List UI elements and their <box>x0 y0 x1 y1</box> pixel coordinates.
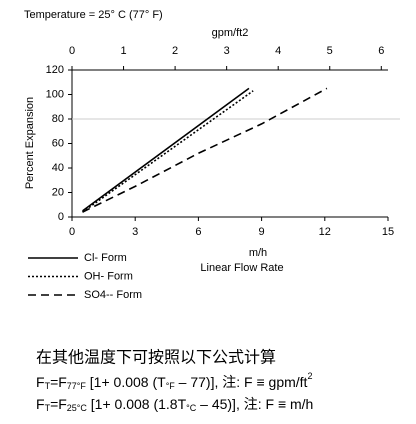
y-tick-label: 40 <box>52 162 64 174</box>
legend-label: OH- Form <box>84 270 133 282</box>
formula-part: °F <box>166 381 176 391</box>
x-tick-label: 6 <box>195 226 201 238</box>
formula-part: F <box>36 374 45 390</box>
formula-part: – 45)], 注: F ≡ m/h <box>196 396 313 412</box>
x2-axis-label: gpm/ft2 <box>212 27 249 39</box>
formula-part: [1+ 0.008 (1.8T <box>87 396 187 412</box>
formula-part: °C <box>186 403 197 413</box>
x2-tick-label: 4 <box>275 45 281 57</box>
x2-tick-label: 5 <box>327 45 333 57</box>
formula-part: =F <box>50 374 67 390</box>
formula-part: =F <box>50 396 67 412</box>
formula-part: F <box>36 396 45 412</box>
x-axis-sublabel: Linear Flow Rate <box>200 262 283 274</box>
y-tick-label: 80 <box>52 113 64 125</box>
x2-tick-label: 6 <box>378 45 384 57</box>
formula: FT=F25°C [1+ 0.008 (1.8T°C – 45)], 注: F … <box>36 396 313 414</box>
x-tick-label: 9 <box>259 226 265 238</box>
note-heading: 在其他温度下可按照以下公式计算 <box>36 348 276 367</box>
chart-title: Temperature = 25° C (77° F) <box>24 9 163 21</box>
y-tick-label: 120 <box>46 64 64 76</box>
y-tick-label: 100 <box>46 88 64 100</box>
y-tick-label: 0 <box>58 211 64 223</box>
x-tick-label: 3 <box>132 226 138 238</box>
x2-tick-label: 0 <box>69 45 75 57</box>
x2-tick-label: 2 <box>172 45 178 57</box>
formula-part: [1+ 0.008 (T <box>86 374 166 390</box>
series-line <box>82 87 250 212</box>
series-line <box>82 87 328 213</box>
y-axis-label: Percent Expansion <box>24 97 36 189</box>
series-line <box>82 90 254 213</box>
x2-tick-label: 3 <box>224 45 230 57</box>
legend-label: SO4-- Form <box>84 289 142 301</box>
x-tick-label: 12 <box>319 226 331 238</box>
formula-part: 25°C <box>67 403 88 413</box>
formula-part: T <box>45 403 51 413</box>
y-tick-label: 20 <box>52 186 64 198</box>
formula: FT=F77°F [1+ 0.008 (T°F – 77)], 注: F ≡ g… <box>36 371 312 391</box>
x-tick-label: 15 <box>382 226 394 238</box>
formula-part: – 77)], 注: F ≡ gpm/ft <box>175 374 308 390</box>
legend-label: Cl- Form <box>84 252 127 264</box>
x-tick-label: 0 <box>69 226 75 238</box>
y-tick-label: 60 <box>52 137 64 149</box>
formula-part: 2 <box>307 371 312 381</box>
x-axis-label: m/h <box>249 247 267 259</box>
formula-part: 77°F <box>67 381 87 391</box>
x2-tick-label: 1 <box>120 45 126 57</box>
formula-part: T <box>45 381 51 391</box>
